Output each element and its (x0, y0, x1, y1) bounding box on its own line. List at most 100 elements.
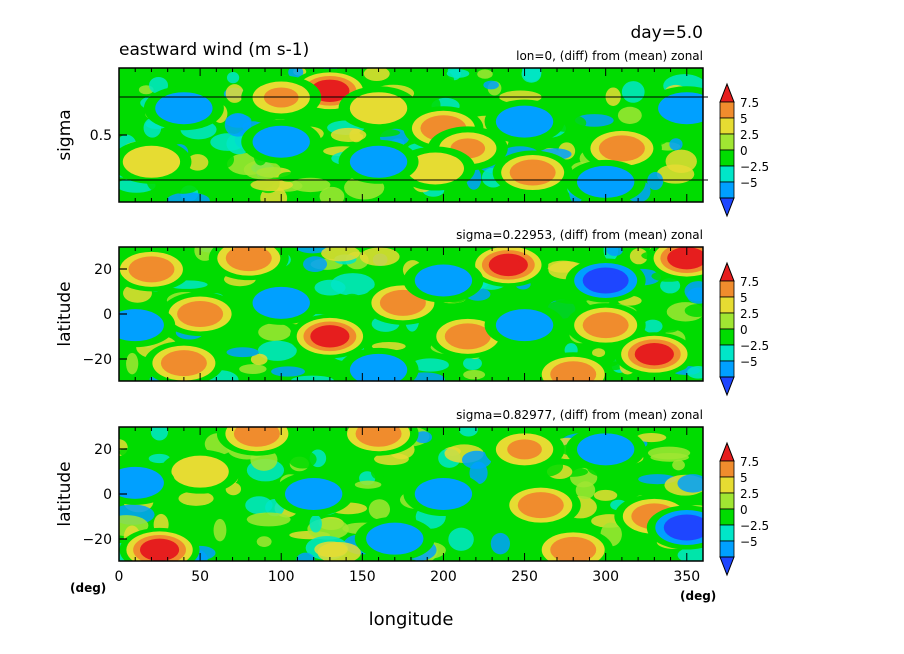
panel-0-texture-cell (446, 69, 470, 78)
panel-1-colorbar-segment (719, 360, 735, 378)
panel-2-hotspot (242, 427, 272, 443)
panel-1-texture-cell (126, 352, 139, 375)
panel-2-texture-cell (677, 546, 703, 561)
panel-1-texture-cell (296, 247, 329, 254)
panel-0-hotspot (588, 171, 624, 192)
panel-2-hotspot (182, 461, 218, 482)
panel-1-colorbar-label: −5 (740, 355, 758, 369)
panel-2-texture-cell (354, 480, 382, 489)
panel-0-x-ticks (118, 68, 704, 202)
panel-1-hotspot (558, 365, 588, 381)
panel-1-texture-cell (321, 247, 360, 262)
panel-0-hotspot (134, 151, 169, 172)
panel-0-hotspot (669, 98, 703, 119)
panel-1-ylabel: latitude (55, 281, 75, 346)
x-tick-label: 300 (592, 569, 619, 585)
panel-2-y-tick-label-20: 20 (94, 442, 112, 458)
panel-2-texture-cell (148, 453, 171, 464)
panel-0-texture-cell (669, 138, 683, 151)
panel-0-hotspot (263, 131, 299, 152)
panel-2-texture-cell (288, 450, 317, 469)
panel-2: sigma=0.82977, (diff) from (mean) zonal … (55, 408, 769, 585)
panel-1-hotspot (119, 315, 153, 336)
panel-1-colorbar-top-arrow (719, 261, 735, 282)
panel-1-texture-cell (684, 304, 703, 318)
panel-2-colorbar-top-arrow (719, 441, 735, 462)
x-tick-label: 200 (430, 569, 457, 585)
panel-1-colorbar-label: 7.5 (740, 275, 759, 289)
panel-1-colorbar-segment (719, 296, 735, 314)
panel-0-colorbar-segment (719, 133, 735, 151)
panel-2-texture-cell (459, 427, 478, 437)
panel-2-colorbar-label: −2.5 (740, 519, 769, 533)
panel-0-colorbar-bottom-arrow (719, 197, 735, 218)
panel-0-hotspot (317, 83, 343, 99)
panel-1-texture-cell (257, 340, 297, 361)
panel-0-y-tick-label: 0.5 (90, 128, 112, 144)
x-tick-label: 100 (268, 569, 295, 585)
panel-2-texture-cell (178, 491, 214, 506)
panel-1-colorbar: 7.5 5 2.5 0 −2.5 −5 (719, 261, 769, 397)
panel-1-texture-cell (271, 366, 305, 377)
panel-2-texture-cell (593, 489, 618, 501)
panel-0-texture-cell (119, 72, 145, 84)
panel-0-colorbar-segment (719, 165, 735, 183)
panel-2-colorbar-label: −5 (740, 535, 758, 549)
panel-2-hotspot (146, 542, 173, 558)
panel-0-colorbar-label: −5 (740, 176, 758, 190)
panel-1-hotspot (507, 315, 542, 336)
panel-2-colorbar-label: 5 (740, 471, 748, 485)
panel-0-texture-cell (477, 69, 493, 79)
panel-0-texture-cell (216, 150, 235, 169)
panel-2-texture-cell (479, 498, 503, 518)
panel-0-texture-cell (421, 68, 455, 93)
panel-2-texture-cell (448, 527, 474, 551)
panel-1-hotspot (169, 354, 199, 372)
panel-2-colorbar-segment (719, 492, 735, 510)
panel-0-texture-cell (290, 177, 331, 193)
panel-1-colorbar-label: −2.5 (740, 339, 769, 353)
x-tick-label: 250 (511, 569, 538, 585)
panel-2-texture-cell (575, 481, 596, 500)
panel-1-hotspot (317, 328, 343, 344)
panel-1-colorbar-label: 5 (740, 291, 748, 305)
panel-0-title: eastward wind (m s-1) (119, 40, 309, 60)
panel-2-colorbar-label: 0 (740, 503, 748, 517)
panel-1-subtitle: sigma=0.22953, (diff) from (mean) zonal (456, 228, 703, 242)
panel-0-texture-cell (226, 71, 240, 84)
panel-1-texture-cell (258, 323, 292, 341)
panel-2-texture-cell (461, 450, 492, 469)
panel-0-texture-cell (483, 80, 499, 90)
panel-0-hotspot (361, 151, 396, 172)
panel-1-texture-cell (338, 293, 366, 318)
panel-0-colorbar-segment (719, 149, 735, 167)
panel-0-hotspot (166, 98, 202, 119)
panel-1-hotspot (426, 270, 461, 291)
panel-2-texture-cell (246, 512, 291, 527)
panel-2-texture-cell (647, 446, 691, 460)
panel-2-ylabel: latitude (55, 461, 75, 526)
panel-1-texture-cell (250, 353, 268, 366)
panel-1-hotspot (591, 316, 621, 334)
panel-1-hotspot (641, 346, 668, 362)
panel-2-texture-cell (636, 433, 667, 443)
panel-1-texture-cell (226, 347, 259, 358)
panel-0-texture-cell (119, 101, 142, 120)
panel-1-texture-cell (453, 247, 474, 255)
panel-2-texture-cell (119, 448, 136, 457)
panel-0-texture-cell (250, 178, 293, 192)
panel-2-hotspot (558, 541, 588, 559)
panel-0-texture-cell (617, 106, 642, 124)
panel-2-texture-cell (672, 459, 685, 471)
panel-1-hotspot (673, 250, 700, 266)
panel-1-texture-cell (657, 322, 680, 333)
panel-1-texture-cell (643, 319, 663, 334)
panel-1-texture-cell (629, 248, 648, 265)
panel-0-colorbar-label: 0 (740, 144, 748, 158)
panel-2-texture-cell (328, 449, 355, 470)
panel-2-y-tick-label-m20: −20 (82, 532, 112, 548)
panel-0-colorbar-label: 7.5 (740, 96, 759, 110)
panel-2-colorbar: 7.5 5 2.5 0 −2.5 −5 (719, 441, 769, 577)
panel-2-x-ticks (118, 427, 704, 561)
